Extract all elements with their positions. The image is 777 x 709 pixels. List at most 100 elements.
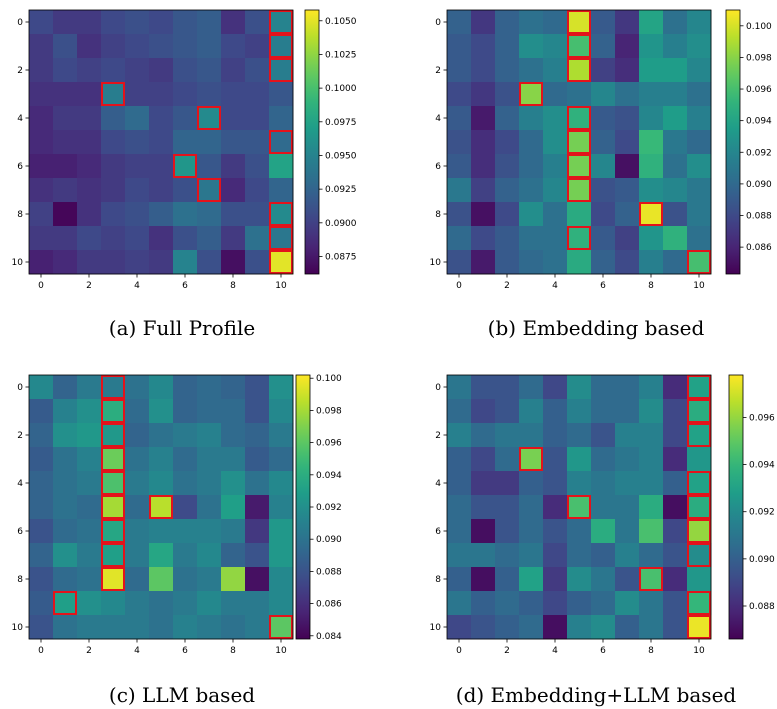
- heatmap-cell: [447, 226, 472, 251]
- heatmap-cell: [663, 543, 688, 568]
- heatmap-cell: [591, 106, 616, 131]
- heatmap-cell: [471, 495, 496, 520]
- heatmap-cell: [77, 423, 102, 448]
- highlight-box: [101, 82, 125, 106]
- heatmap-cell: [77, 34, 102, 59]
- heatmap-cell: [615, 615, 640, 640]
- highlight-box: [687, 591, 711, 615]
- heatmap-cell: [173, 202, 198, 227]
- colorbar-tick-label: 0.090: [316, 535, 342, 545]
- highlight-box: [173, 154, 197, 178]
- heatmap-cell: [639, 106, 664, 131]
- heatmap-cell: [663, 130, 688, 155]
- heatmap-cell: [149, 471, 174, 496]
- heatmap-cell: [687, 154, 712, 179]
- heatmap-cell: [447, 447, 472, 472]
- heatmap-cell: [471, 471, 496, 496]
- heatmap-cell: [149, 130, 174, 155]
- heatmap-cell: [615, 447, 640, 472]
- heatmap-cell: [269, 202, 294, 227]
- heatmap-cell: [125, 250, 150, 275]
- heatmap-cell: [173, 10, 198, 35]
- heatmap-cell: [245, 202, 270, 227]
- y-tick-label: 6: [17, 527, 23, 537]
- heatmap-cell: [149, 423, 174, 448]
- heatmap-cell: [125, 82, 150, 107]
- heatmap-cell: [125, 567, 150, 592]
- heatmap-cell: [101, 471, 126, 496]
- y-tick-label: 6: [435, 162, 441, 172]
- heatmap-cell: [125, 543, 150, 568]
- heatmap-cell: [245, 82, 270, 107]
- heatmap-cell: [471, 423, 496, 448]
- heatmap-cell: [245, 375, 270, 400]
- heatmap-cell: [197, 82, 222, 107]
- heatmap-cell: [591, 226, 616, 251]
- heatmap-cell: [149, 154, 174, 179]
- colorbar-tick-label: 0.098: [316, 406, 342, 416]
- heatmap-cell: [197, 423, 222, 448]
- heatmap-cell: [615, 591, 640, 616]
- heatmap-cell: [567, 34, 592, 59]
- highlight-box: [269, 202, 293, 226]
- heatmap-cell: [197, 375, 222, 400]
- heatmap-cell: [77, 58, 102, 83]
- heatmap-cell: [447, 519, 472, 544]
- y-tick-label: 0: [435, 18, 441, 28]
- heatmap-cell: [615, 519, 640, 544]
- heatmap-cell: [173, 519, 198, 544]
- heatmap-cell: [101, 495, 126, 520]
- heatmap-cell: [543, 399, 568, 424]
- heatmap-cell: [543, 519, 568, 544]
- highlight-box: [687, 399, 711, 423]
- y-tick-label: 8: [435, 575, 441, 585]
- heatmap-cell: [639, 471, 664, 496]
- heatmap-cell: [471, 34, 496, 59]
- x-tick-label: 0: [38, 281, 44, 291]
- heatmap-cell: [269, 399, 294, 424]
- heatmap-cell: [125, 202, 150, 227]
- heatmap-cell: [447, 10, 472, 35]
- heatmap-cell: [615, 106, 640, 131]
- heatmap-cell: [101, 250, 126, 275]
- heatmap-cell: [101, 202, 126, 227]
- heatmap-cell: [663, 591, 688, 616]
- heatmap-cell: [567, 471, 592, 496]
- heatmap-cell: [221, 82, 246, 107]
- heatmap-cell: [173, 130, 198, 155]
- highlight-box: [269, 250, 293, 274]
- heatmap-cell: [687, 423, 712, 448]
- heatmap-cell: [543, 543, 568, 568]
- heatmap-cell: [687, 10, 712, 35]
- heatmap-cell: [543, 10, 568, 35]
- heatmap-cell: [615, 375, 640, 400]
- heatmap-cell: [519, 495, 544, 520]
- heatmap-cell: [245, 423, 270, 448]
- heatmap-cell: [615, 178, 640, 203]
- heatmap-cell: [591, 130, 616, 155]
- heatmap-cell: [245, 226, 270, 251]
- heatmap-cell: [53, 615, 78, 640]
- heatmap-cell: [471, 447, 496, 472]
- x-tick-label: 6: [600, 646, 606, 656]
- heatmap-cell: [447, 82, 472, 107]
- heatmap-cell: [687, 178, 712, 203]
- heatmap-cell: [591, 519, 616, 544]
- heatmap-cell: [173, 615, 198, 640]
- heatmap-cell: [197, 567, 222, 592]
- heatmap-cell: [495, 58, 520, 83]
- highlight-box: [101, 519, 125, 543]
- heatmap-cell: [29, 423, 54, 448]
- heatmap-cell: [519, 226, 544, 251]
- x-tick-label: 6: [182, 281, 188, 291]
- heatmap-cell: [567, 82, 592, 107]
- heatmap-cell: [29, 58, 54, 83]
- heatmap-cell: [149, 250, 174, 275]
- heatmap-cell: [639, 82, 664, 107]
- heatmap-cell: [663, 34, 688, 59]
- x-tick-label: 6: [600, 281, 606, 291]
- heatmap-cell: [519, 202, 544, 227]
- x-tick-label: 2: [504, 646, 510, 656]
- heatmap-cell: [101, 178, 126, 203]
- heatmap-cell: [543, 471, 568, 496]
